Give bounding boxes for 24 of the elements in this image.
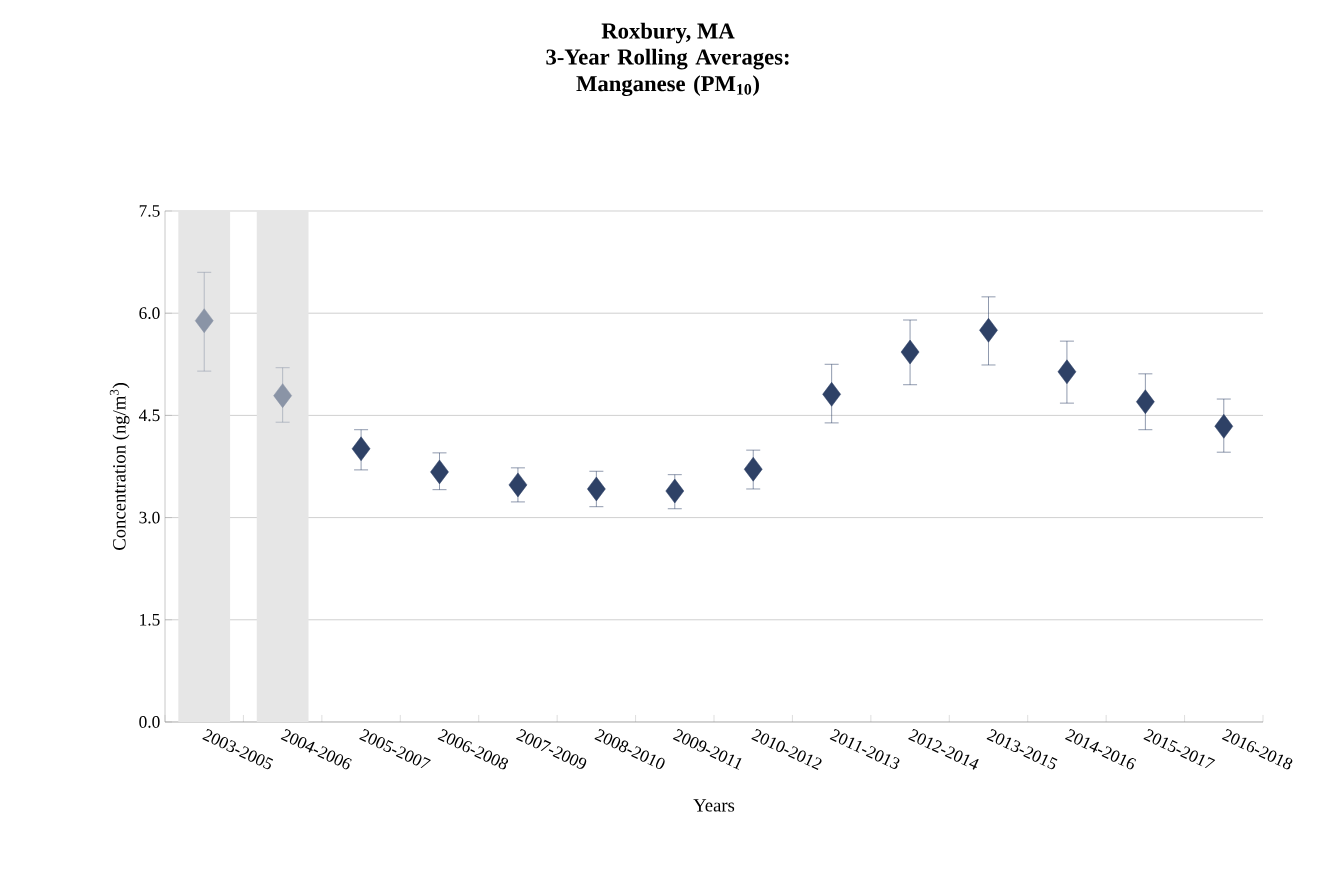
point xyxy=(743,456,763,482)
point xyxy=(351,436,371,462)
point xyxy=(587,476,606,502)
point xyxy=(194,308,214,333)
point xyxy=(900,339,920,365)
y-tick-label: 7.5 xyxy=(139,205,160,217)
point xyxy=(822,382,841,407)
point xyxy=(1136,389,1155,415)
y-tick-label: 6.0 xyxy=(139,307,160,320)
y-axis-title: Concentration (ng/m$^{3}$) xyxy=(109,383,130,550)
point xyxy=(1057,359,1077,385)
y-tick-label: 0.0 xyxy=(139,716,160,728)
y-tick-label: 3.0 xyxy=(139,511,160,524)
point xyxy=(273,383,292,408)
y-tick-label: 4.5 xyxy=(138,409,160,422)
chart-title: Roxbury, MA xyxy=(601,22,735,44)
chart-subtitle: 3-Year Rolling Averages: Manganese (PM$_{10}$) xyxy=(546,48,789,97)
point xyxy=(1214,414,1234,439)
point xyxy=(665,478,685,504)
x-axis-title: Years xyxy=(693,799,735,812)
point xyxy=(508,472,528,498)
point xyxy=(430,459,449,485)
y-tick-label: 1.5 xyxy=(140,613,160,626)
point xyxy=(979,317,998,343)
